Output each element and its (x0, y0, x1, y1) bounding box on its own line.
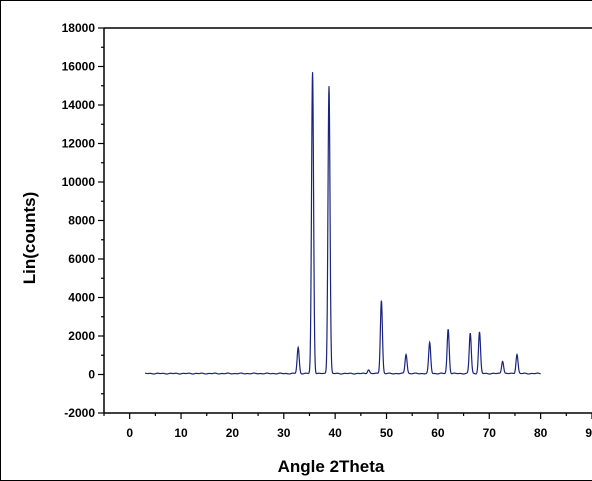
x-tick-label: 80 (534, 426, 548, 440)
y-tick-label: 6000 (68, 252, 95, 266)
x-tick-label: 70 (483, 426, 497, 440)
y-tick-label: 8000 (68, 214, 95, 228)
y-tick-label: 2000 (68, 329, 95, 343)
x-tick-label: 30 (277, 426, 291, 440)
y-tick-label: 14000 (62, 98, 96, 112)
x-tick-label: 20 (226, 426, 240, 440)
x-axis-ticks: 0 10 20 30 40 50 60 70 80 90 (103, 413, 592, 440)
x-tick-label: 10 (174, 426, 188, 440)
y-tick-label: 12000 (62, 137, 96, 151)
y-tick-label: 0 (88, 368, 95, 382)
y-tick-label: -2000 (64, 406, 95, 420)
y-tick-label: 4000 (68, 291, 95, 305)
y-tick-label: 10000 (62, 175, 96, 189)
x-tick-label: 0 (126, 426, 133, 440)
x-tick-label: 60 (431, 426, 445, 440)
x-tick-label: 90 (585, 426, 592, 440)
x-tick-label: 50 (380, 426, 394, 440)
y-axis-ticks: -2000 0 2000 4000 6000 8000 10000 12000 14000 160… (62, 21, 104, 420)
y-tick-label: 16000 (62, 60, 96, 74)
series-line (145, 72, 541, 375)
y-axis-title: Lin(counts) (20, 192, 39, 285)
y-tick-label: 18000 (62, 21, 96, 35)
x-axis-title: Angle 2Theta (278, 457, 385, 476)
x-tick-label: 40 (328, 426, 342, 440)
